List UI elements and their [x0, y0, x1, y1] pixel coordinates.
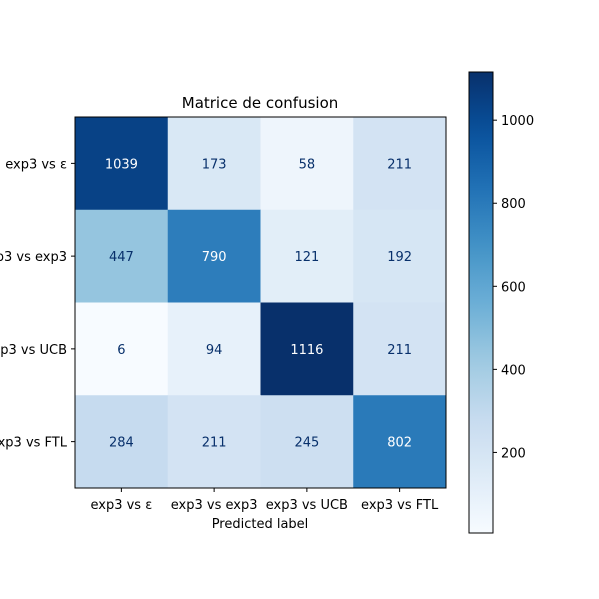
cell-value-label: 245	[294, 436, 319, 451]
cell-value-label: 1039	[105, 157, 138, 172]
heatmap-cell	[167, 209, 261, 303]
chart-title: Matrice de confusion	[182, 94, 339, 112]
x-tick-label: exp3 vs UCB	[266, 498, 348, 513]
heatmap-cell	[260, 209, 354, 303]
y-tick-label: exp3 vs FTL	[0, 436, 68, 451]
cell-value-label: 192	[387, 250, 412, 265]
y-axis: exp3 vs ε exp3 vs exp3 exp3 vs UCB exp3 vs …	[0, 157, 75, 451]
heatmap-cell	[75, 302, 169, 396]
colorbar-axis: 200 400 600 800 1000	[493, 114, 534, 461]
x-axis: exp3 vs ε exp3 vs exp3 exp3 vs UCB exp3 vs …	[91, 488, 439, 513]
colorbar-tick-label: 800	[501, 197, 526, 212]
heatmap-cell	[353, 209, 447, 303]
cell-value-label: 211	[387, 157, 412, 172]
cell-value-label: 6	[117, 343, 125, 358]
x-tick-label: exp3 vs ε	[91, 498, 153, 513]
colorbar-tick-label: 200	[501, 446, 526, 461]
cell-value-label: 211	[387, 343, 412, 358]
heatmap-cell	[260, 302, 354, 396]
cell-value-label: 1116	[290, 343, 323, 358]
cell-value-label: 802	[387, 436, 412, 451]
x-tick-label: exp3 vs exp3	[171, 498, 258, 513]
cell-value-label: 94	[206, 343, 223, 358]
heatmap-cell	[353, 117, 447, 211]
cell-value-label: 447	[109, 250, 134, 265]
heatmap-cell	[167, 395, 261, 489]
colorbar-tick-label: 1000	[501, 114, 534, 129]
heatmap-cells: 1039 173 58 211 447 790 121 192 6 94 1116 211 284 211…	[75, 117, 447, 489]
cell-value-label: 58	[299, 157, 316, 172]
plot-frame	[74, 116, 447, 489]
heatmap-cell	[260, 117, 354, 211]
heatmap-cell	[75, 395, 169, 489]
cell-value-label: 121	[294, 250, 319, 265]
heatmap-cell	[75, 209, 169, 303]
heatmap-cell	[167, 117, 261, 211]
x-axis-label: Predicted label	[212, 517, 309, 532]
colorbar-tick-label: 400	[501, 363, 526, 378]
heatmap-cell	[353, 395, 447, 489]
cell-value-label: 211	[202, 436, 227, 451]
y-tick-label: exp3 vs ε	[5, 157, 67, 172]
cell-value-label: 790	[202, 250, 227, 265]
heatmap-cell	[75, 117, 169, 211]
heatmap-cell	[167, 302, 261, 396]
y-tick-label: exp3 vs exp3	[0, 250, 67, 265]
y-tick-label: exp3 vs UCB	[0, 343, 67, 358]
colorbar	[468, 71, 494, 534]
x-tick-label: exp3 vs FTL	[361, 498, 439, 513]
cell-value-label: 284	[109, 436, 134, 451]
colorbar-tick-label: 600	[501, 280, 526, 295]
cell-value-label: 173	[202, 157, 227, 172]
heatmap-cell	[353, 302, 447, 396]
heatmap-cell	[260, 395, 354, 489]
